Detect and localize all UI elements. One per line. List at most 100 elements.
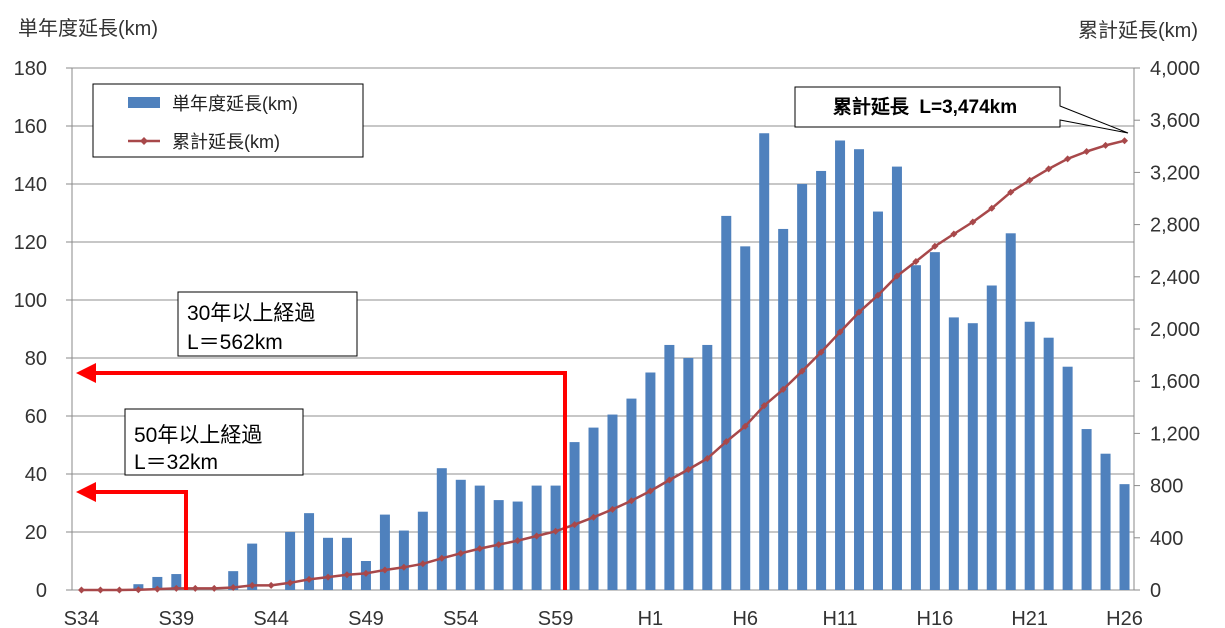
- left-tick-label: 120: [14, 232, 47, 254]
- line-marker: [153, 585, 161, 593]
- line-marker: [1007, 188, 1015, 196]
- bar: [929, 252, 940, 590]
- bar: [1024, 321, 1035, 590]
- line-marker: [438, 554, 446, 562]
- bar: [588, 427, 599, 590]
- x-tick-label: H11: [822, 608, 857, 628]
- x-tick-label: S39: [159, 608, 195, 628]
- line-marker: [817, 348, 825, 356]
- line-marker: [779, 385, 787, 393]
- line-marker: [514, 537, 522, 545]
- callout-text: 累計延長 L=3,474km: [833, 95, 1017, 118]
- x-tick-label: S44: [253, 608, 289, 628]
- line-marker: [1026, 176, 1034, 184]
- bar: [304, 513, 315, 590]
- right-tick-label: 400: [1150, 528, 1183, 550]
- legend-bar-swatch: [128, 97, 160, 108]
- callout-box: [794, 86, 1129, 134]
- line-marker: [855, 308, 863, 316]
- bar: [228, 571, 239, 590]
- left-tick-label: 140: [14, 174, 47, 196]
- left-tick-label: 0: [36, 580, 47, 602]
- right-tick-label: 1,600: [1150, 371, 1200, 393]
- left-tick-label: 160: [14, 116, 47, 138]
- bar: [436, 468, 447, 590]
- left-axis-tick-labels: 0 20 40 60 80 100 120 140 160 180: [14, 58, 47, 602]
- bar: [872, 211, 883, 591]
- x-axis-tick-labels: S34 S39 S44 S49 S54 S59 H1 H6 H11 H16 H21 H26: [64, 608, 1143, 628]
- left-tick-label: 180: [14, 58, 47, 80]
- bar: [455, 479, 466, 590]
- line-marker: [343, 571, 351, 579]
- line-marker: [988, 204, 996, 212]
- bar: [512, 501, 523, 590]
- annotation-30-years: 30年以上経過 L＝562km: [76, 291, 567, 590]
- line-marker: [627, 497, 635, 505]
- line-marker: [571, 521, 579, 529]
- line-marker: [381, 566, 389, 574]
- note-box-50-years: [124, 408, 304, 476]
- x-tick-label: H1: [638, 608, 664, 628]
- line-marker: [400, 563, 408, 571]
- bar: [702, 344, 713, 590]
- line-marker: [646, 487, 654, 495]
- bar: [1062, 366, 1073, 590]
- bar: [740, 246, 751, 590]
- line-marker: [798, 367, 806, 375]
- line-marker: [969, 218, 977, 226]
- bar: [778, 228, 789, 590]
- line-series-cumulative-length: [77, 137, 1129, 594]
- line-marker: [96, 586, 104, 594]
- line-marker: [760, 402, 768, 410]
- line-marker: [1045, 165, 1053, 173]
- right-tick-label: 0: [1150, 580, 1161, 602]
- note-30-years-length: L＝562km: [187, 331, 283, 354]
- line-marker: [931, 242, 939, 250]
- x-tick-label: H6: [732, 608, 758, 628]
- right-tick-label: 4,000: [1150, 58, 1200, 80]
- bar: [683, 358, 694, 590]
- arrow-head-50-years: [76, 482, 96, 502]
- bar: [721, 215, 732, 590]
- bar: [910, 265, 921, 590]
- legend-diamond-marker: [140, 137, 148, 145]
- line-marker: [1064, 155, 1072, 163]
- x-tick-label: S49: [348, 608, 384, 628]
- arrow-line-30-years: [92, 371, 567, 590]
- bar: [323, 537, 334, 590]
- line-marker: [950, 230, 958, 238]
- bar: [1005, 233, 1016, 591]
- x-tick-label: H26: [1106, 608, 1143, 628]
- line-marker: [1083, 148, 1091, 156]
- bar: [854, 149, 865, 590]
- right-tick-label: 3,200: [1150, 162, 1200, 184]
- bar: [379, 514, 390, 590]
- left-axis-title: 単年度延長(km): [18, 17, 158, 40]
- line-marker: [286, 579, 294, 587]
- bar: [152, 576, 163, 590]
- line-marker: [836, 328, 844, 336]
- bar: [1100, 453, 1111, 590]
- line-marker: [305, 575, 313, 583]
- bar: [664, 344, 675, 590]
- bar: [835, 140, 846, 590]
- bar: [1043, 337, 1054, 590]
- bar: [341, 537, 352, 590]
- line-marker: [248, 581, 256, 589]
- line-marker: [1102, 141, 1110, 149]
- bar: [948, 317, 959, 590]
- left-tick-label: 60: [25, 406, 47, 428]
- bar: [626, 398, 637, 590]
- bar: [645, 372, 656, 590]
- bar: [816, 170, 827, 590]
- bar-series-annual-length: [133, 133, 1130, 591]
- line-marker: [533, 532, 541, 540]
- legend-box: [92, 83, 364, 158]
- left-tick-label: 20: [25, 522, 47, 544]
- bar: [569, 442, 580, 590]
- line-marker: [912, 258, 920, 266]
- line-marker: [267, 581, 275, 589]
- line-marker: [362, 569, 370, 577]
- bar: [417, 511, 428, 590]
